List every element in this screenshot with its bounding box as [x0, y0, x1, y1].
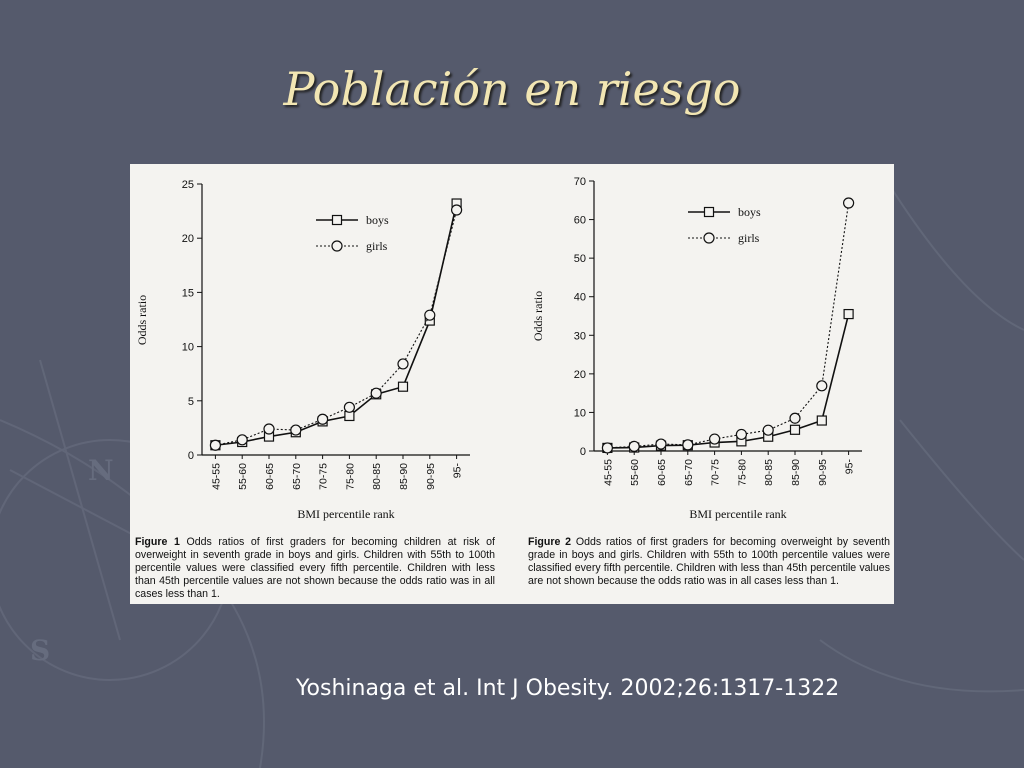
y-tick-label: 40: [574, 292, 586, 304]
figure-2-caption-label: Figure 2: [528, 536, 572, 548]
data-point-girls: [209, 439, 222, 451]
x-tick-label: 90-95: [425, 463, 437, 490]
y-axis-label: Odds ratio: [531, 291, 545, 341]
series-line-boys: [215, 203, 458, 447]
x-tick-label: 45-55: [210, 463, 222, 490]
data-point-boys: [843, 308, 854, 320]
legend-label-boys: boys: [738, 205, 761, 219]
x-tick-label: 75-80: [736, 459, 748, 486]
data-point-girls: [708, 433, 721, 445]
citation: Yoshinaga et al. Int J Obesity. 2002;26:…: [296, 676, 840, 701]
data-point-boys: [397, 381, 409, 392]
data-point-girls: [842, 197, 855, 209]
data-point-girls: [317, 413, 329, 425]
x-tick-label: 65-70: [291, 463, 303, 490]
legend-label-boys: boys: [366, 213, 389, 227]
y-tick-label: 50: [574, 253, 586, 265]
legend-marker-boys: [331, 214, 343, 226]
data-point-boys: [816, 415, 827, 426]
data-point-girls: [735, 428, 748, 441]
data-point-girls: [397, 358, 409, 370]
legend-marker-girls: [703, 232, 715, 244]
x-tick-label: 95-: [452, 463, 464, 479]
y-tick-label: 0: [188, 450, 194, 462]
data-point-girls: [370, 387, 382, 399]
data-point-girls: [263, 423, 275, 435]
y-tick-label: 60: [574, 215, 586, 227]
data-point-girls: [655, 438, 667, 450]
figure-1-caption-text: Odds ratios of first graders for becomin…: [135, 536, 495, 600]
x-tick-label: 70-75: [318, 463, 330, 490]
x-tick-label: 45-55: [602, 459, 614, 486]
x-tick-label: 60-65: [656, 459, 668, 486]
y-tick-label: 5: [188, 396, 194, 408]
compass-s-letter: S: [30, 634, 50, 667]
data-point-girls: [236, 434, 248, 446]
data-point-girls: [601, 442, 613, 454]
x-tick-label: 80-85: [763, 459, 775, 486]
data-point-girls: [789, 412, 801, 424]
x-tick-label: 85-90: [398, 463, 410, 490]
series-line-boys: [607, 313, 850, 449]
y-axis-label: Odds ratio: [135, 295, 149, 345]
x-axis-label: BMI percentile rank: [689, 507, 786, 521]
legend-label-girls: girls: [738, 231, 760, 245]
x-tick-label: 90-95: [817, 459, 829, 486]
data-point-girls: [628, 440, 640, 452]
figure-1-caption-label: Figure 1: [135, 536, 180, 548]
y-tick-label: 70: [574, 176, 586, 188]
data-point-girls: [290, 424, 302, 436]
x-tick-label: 60-65: [264, 463, 276, 490]
data-point-girls: [682, 439, 694, 451]
figure-panel: 0 5 10 15 20 25 45-55 55-60 60-65 65-70 70-75 75-80…: [130, 164, 894, 604]
data-point-girls: [343, 401, 355, 413]
chart-2: 0 10 20 30 40 50 60 70 45-55 55-60 60-65 65-70 70-75…: [531, 176, 862, 521]
data-point-girls: [816, 380, 828, 392]
x-tick-label: 80-85: [371, 463, 383, 490]
figure-2-caption: Figure 2 Odds ratios of first graders fo…: [528, 536, 890, 588]
chart-1: 0 5 10 15 20 25 45-55 55-60 60-65 65-70 70-75 75-80…: [135, 179, 470, 521]
slide-title: Población en riesgo: [283, 62, 741, 116]
figure-1-caption: Figure 1 Odds ratios of first graders fo…: [135, 536, 495, 601]
figure-2-caption-text: Odds ratios of first graders for becomin…: [528, 536, 890, 587]
legend-marker-boys: [703, 206, 715, 218]
charts-canvas: 0 5 10 15 20 25 45-55 55-60 60-65 65-70 70-75 75-80…: [135, 176, 862, 521]
x-tick-label: 65-70: [683, 459, 695, 486]
y-tick-label: 25: [182, 179, 194, 191]
x-tick-label: 95-: [844, 459, 856, 475]
data-point-boys: [789, 424, 801, 435]
y-tick-label: 20: [574, 369, 586, 381]
x-tick-label: 55-60: [237, 463, 249, 490]
data-point-girls: [762, 424, 774, 436]
y-tick-label: 10: [182, 342, 194, 354]
x-tick-label: 75-80: [344, 463, 356, 490]
series-line-girls: [215, 209, 458, 446]
x-axis-label: BMI percentile rank: [297, 507, 394, 521]
x-tick-label: 85-90: [790, 459, 802, 486]
series-line-girls: [607, 202, 850, 449]
y-tick-label: 15: [182, 287, 194, 299]
data-point-girls: [451, 204, 463, 216]
x-tick-label: 70-75: [710, 459, 722, 486]
legend-marker-girls: [331, 240, 343, 252]
y-tick-label: 30: [574, 330, 586, 342]
y-tick-label: 10: [574, 407, 586, 419]
data-point-girls: [424, 309, 436, 321]
x-tick-label: 55-60: [629, 459, 641, 486]
compass-n-letter: N: [88, 454, 114, 487]
legend-label-girls: girls: [366, 239, 388, 253]
y-tick-label: 0: [580, 446, 586, 458]
y-tick-label: 20: [182, 233, 194, 245]
